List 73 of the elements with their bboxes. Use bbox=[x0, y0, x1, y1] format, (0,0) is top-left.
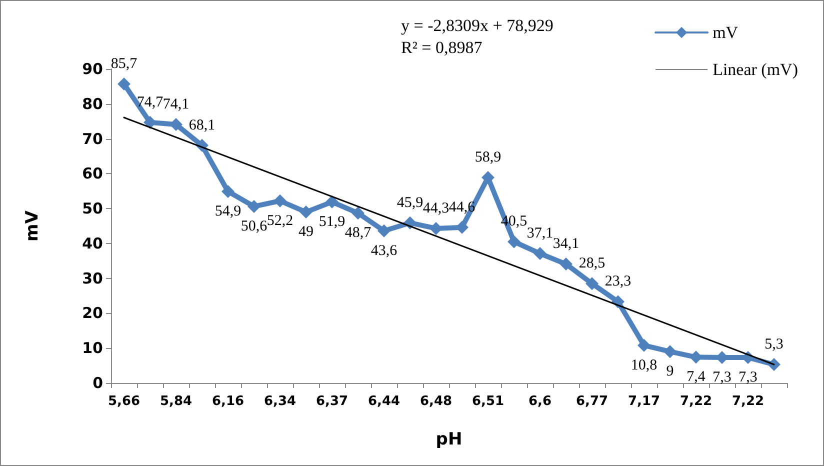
y-tick-label: 90 bbox=[82, 60, 103, 78]
data-label: 48,7 bbox=[344, 225, 372, 242]
point bbox=[300, 206, 312, 219]
point bbox=[118, 78, 130, 90]
x-tick-label: 6,51 bbox=[472, 394, 504, 409]
data-label: 5,3 bbox=[764, 336, 784, 353]
data-label: 9 bbox=[666, 364, 674, 380]
legend-label: mV bbox=[712, 23, 739, 42]
y-tick-label: 10 bbox=[82, 339, 103, 358]
point bbox=[560, 258, 572, 271]
data-label: 43,6 bbox=[370, 242, 398, 259]
data-label: 45,9 bbox=[396, 194, 424, 211]
y-tick-label: 30 bbox=[82, 269, 103, 288]
point bbox=[170, 118, 182, 131]
point bbox=[456, 220, 468, 234]
point bbox=[534, 247, 546, 260]
x-tick-label: 5,84 bbox=[160, 394, 192, 409]
x-tick-label: 6,48 bbox=[420, 394, 452, 409]
data-label: 49 bbox=[298, 224, 314, 240]
x-tick-label: 5,66 bbox=[108, 394, 140, 409]
point bbox=[248, 200, 260, 213]
point bbox=[690, 350, 702, 364]
point bbox=[144, 116, 156, 129]
x-tick-label: 7,22 bbox=[732, 394, 764, 409]
point bbox=[352, 206, 364, 220]
data-label: 7,3 bbox=[738, 370, 758, 386]
data-label: 37,1 bbox=[526, 226, 554, 242]
y-tick-label: 0 bbox=[92, 374, 103, 392]
x-axis-title: pH bbox=[436, 430, 462, 450]
y-tick-label: 70 bbox=[82, 130, 103, 148]
data-label: 7,4 bbox=[686, 369, 706, 386]
data-label: 51,9 bbox=[318, 214, 346, 230]
data-label: 54,9 bbox=[214, 203, 242, 220]
x-tick-label: 6,6 bbox=[528, 394, 552, 409]
text: y = -2,8309x + 78,929 bbox=[400, 16, 554, 35]
x-tick-label: 7,22 bbox=[680, 394, 712, 409]
point bbox=[508, 235, 520, 248]
point bbox=[222, 184, 234, 198]
y-tick-label: 20 bbox=[82, 304, 103, 322]
point bbox=[664, 345, 676, 358]
data-label: 68,1 bbox=[188, 117, 216, 134]
y-tick-label: 40 bbox=[82, 234, 103, 252]
data-label: 34,1 bbox=[552, 236, 580, 252]
x-tick-label: 6,34 bbox=[264, 394, 296, 409]
data-label: 85,7 bbox=[110, 56, 138, 72]
point bbox=[482, 171, 494, 184]
y-axis-title: mV bbox=[22, 210, 42, 242]
x-tick-label: 7,17 bbox=[628, 394, 660, 409]
y-tick-label: 60 bbox=[82, 164, 103, 183]
data-label: 74,7 bbox=[136, 94, 164, 110]
x-tick-label: 6,37 bbox=[316, 394, 348, 409]
data-label: 28,5 bbox=[578, 256, 606, 272]
data-label: 58,9 bbox=[474, 150, 502, 166]
data-label: 10,8 bbox=[630, 357, 658, 374]
y-tick-label: 80 bbox=[82, 94, 103, 113]
data-label: 74,1 bbox=[162, 96, 190, 112]
data-label: 23,3 bbox=[604, 274, 632, 290]
data-label: 7,3 bbox=[712, 370, 732, 386]
x-tick-label: 6,44 bbox=[368, 394, 400, 409]
point bbox=[430, 222, 442, 235]
point bbox=[638, 338, 650, 352]
text: R² = 0,8987 bbox=[400, 38, 483, 57]
data-label: 44,3 bbox=[422, 200, 450, 216]
x-tick-label: 6,16 bbox=[212, 394, 244, 409]
x-tick-label: 6,77 bbox=[576, 394, 608, 409]
point bbox=[274, 194, 286, 208]
point bbox=[378, 224, 390, 238]
data-label: 50,6 bbox=[240, 218, 268, 234]
y-tick-label: 50 bbox=[82, 200, 103, 218]
legend-label: Linear (mV) bbox=[712, 60, 798, 79]
data-label: 52,2 bbox=[266, 212, 294, 229]
point bbox=[326, 195, 338, 208]
point bbox=[586, 277, 598, 290]
